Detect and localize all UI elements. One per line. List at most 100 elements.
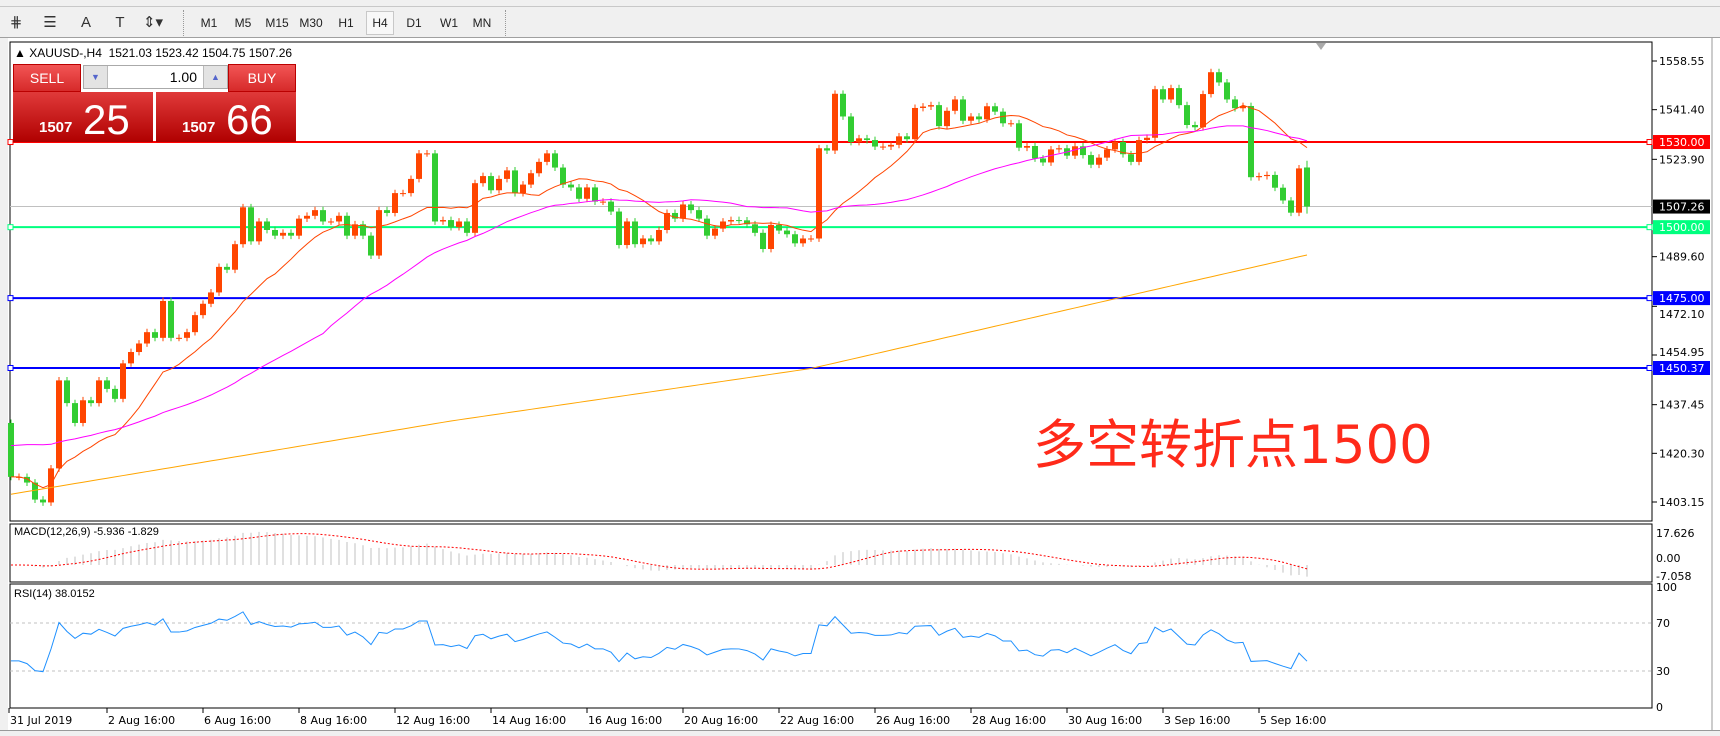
line-price-label: 1475.00: [1659, 292, 1705, 305]
line-handle[interactable]: [7, 139, 14, 146]
text-box-icon[interactable]: T: [115, 13, 125, 31]
sell-price-button[interactable]: 1507 25: [13, 92, 153, 142]
candle-bullish: [912, 107, 918, 140]
lot-size-input[interactable]: [110, 66, 201, 88]
line-price-label: 1450.37: [1659, 362, 1705, 375]
line-handle[interactable]: [1646, 139, 1653, 146]
candle-bearish: [824, 148, 830, 151]
date-label: 28 Aug 16:00: [972, 714, 1046, 727]
price-tick-label: 1523.90: [1659, 153, 1705, 166]
candle-bearish: [792, 234, 798, 244]
timeframe-m5[interactable]: M5: [234, 16, 252, 30]
price-tick-label: 1403.15: [1659, 496, 1705, 509]
candle-bearish: [560, 167, 566, 185]
candle-bearish: [568, 184, 574, 188]
candle-bearish: [704, 218, 710, 236]
date-label: 5 Sep 16:00: [1260, 714, 1326, 727]
chart-tabs-bar: [0, 730, 1720, 736]
candle-bullish: [624, 221, 630, 246]
candle-bullish: [408, 178, 414, 194]
arrows-dropdown-icon[interactable]: ⇕▾: [142, 14, 164, 31]
candle-bearish: [264, 221, 270, 230]
rsi-label: RSI(14) 38.0152: [14, 588, 95, 600]
line-price-badge: [1653, 360, 1710, 375]
line-handle[interactable]: [1646, 364, 1653, 371]
text-label-icon[interactable]: A: [80, 13, 91, 31]
lot-decrease-button[interactable]: ▼: [84, 66, 108, 88]
line-handle[interactable]: [7, 364, 14, 371]
candle-bearish: [40, 499, 46, 503]
candle-bullish: [968, 116, 974, 121]
macd-tick-label: -7.058: [1656, 570, 1691, 583]
rsi-tick-label: 70: [1656, 617, 1670, 630]
timeframe-d1[interactable]: D1: [406, 16, 422, 30]
candle-bullish: [424, 153, 430, 155]
candle-bullish: [920, 106, 926, 108]
candle-bullish: [800, 238, 806, 244]
header-arrow-icon[interactable]: ▲: [14, 46, 30, 60]
candle-bearish: [1160, 89, 1166, 100]
rsi-line: [11, 611, 1308, 673]
chart-toolbar: ⋕ ☰ A T ⇕▾ M1 M5 M15 M30 H1 H4 D1 W1 MN: [0, 7, 1720, 38]
timeframe-w1[interactable]: W1: [440, 16, 458, 30]
chart-header: ▲ XAUUSD-,H4 1521.03 1523.42 1504.75 150…: [14, 46, 292, 60]
candle-bearish: [648, 238, 654, 242]
candle-bullish: [1152, 89, 1158, 138]
price-tick-label: 1472.10: [1659, 308, 1705, 321]
candle-bullish: [144, 332, 150, 344]
candle-bearish: [272, 229, 278, 236]
candle-bearish: [976, 116, 982, 120]
candle-bullish: [984, 106, 990, 120]
candle-bullish: [216, 266, 222, 293]
candle-bullish: [656, 229, 662, 242]
macd-tick-label: 0.00: [1656, 552, 1681, 565]
lot-increase-button[interactable]: ▲: [203, 66, 227, 88]
candle-bullish: [392, 193, 398, 213]
candle-bullish: [544, 153, 550, 162]
candle-bullish: [1112, 142, 1118, 150]
fibonacci-expansion-icon[interactable]: ⋕: [9, 14, 23, 31]
price-tick-label: 1489.60: [1659, 251, 1705, 264]
candle-bullish: [456, 221, 462, 228]
date-label: 16 Aug 16:00: [588, 714, 662, 727]
chart-shift-marker-icon[interactable]: [1316, 43, 1326, 50]
chevron-down-icon: ▼: [91, 72, 100, 82]
line-handle[interactable]: [1646, 224, 1653, 231]
date-label: 14 Aug 16:00: [492, 714, 566, 727]
candle-bearish: [1032, 145, 1038, 159]
timeframe-m15[interactable]: M15: [265, 16, 289, 30]
candle-bullish: [816, 148, 822, 239]
date-label: 8 Aug 16:00: [300, 714, 367, 727]
line-handle[interactable]: [7, 224, 14, 231]
candle-bearish: [608, 201, 614, 212]
candle-bullish: [416, 153, 422, 179]
candle-bullish: [1024, 145, 1030, 148]
timeframe-h4[interactable]: H4: [366, 11, 394, 35]
buy-button[interactable]: BUY: [228, 64, 296, 92]
candle-bearish: [864, 138, 870, 141]
sell-button[interactable]: SELL: [13, 64, 81, 92]
fibonacci-fan-icon[interactable]: ☰: [43, 14, 57, 31]
timeframe-h1[interactable]: H1: [338, 16, 354, 30]
price-tick-label: 1558.55: [1659, 55, 1705, 68]
candle-bullish: [712, 228, 718, 236]
candle-bearish: [24, 476, 30, 483]
candle-bullish: [600, 201, 606, 203]
line-handle[interactable]: [7, 295, 14, 302]
timeframe-m1[interactable]: M1: [200, 16, 218, 30]
candle-bearish: [8, 422, 14, 477]
candle-bullish: [400, 193, 406, 195]
candle-bullish: [528, 173, 534, 185]
candle-bearish: [72, 403, 78, 423]
candle-bullish: [120, 363, 126, 399]
buy-price-button[interactable]: 1507 66: [156, 92, 296, 142]
candle-bearish: [1224, 82, 1230, 100]
timeframe-m30[interactable]: M30: [299, 16, 323, 30]
candle-bullish: [944, 110, 950, 127]
timeframe-mn[interactable]: MN: [472, 16, 492, 30]
chart-annotation-text[interactable]: 多空转折点1500: [1033, 415, 1433, 476]
candle-bullish: [56, 380, 62, 469]
current-price-label: 1507.26: [1659, 201, 1705, 214]
candle-bearish: [464, 221, 470, 233]
line-handle[interactable]: [1646, 295, 1653, 302]
